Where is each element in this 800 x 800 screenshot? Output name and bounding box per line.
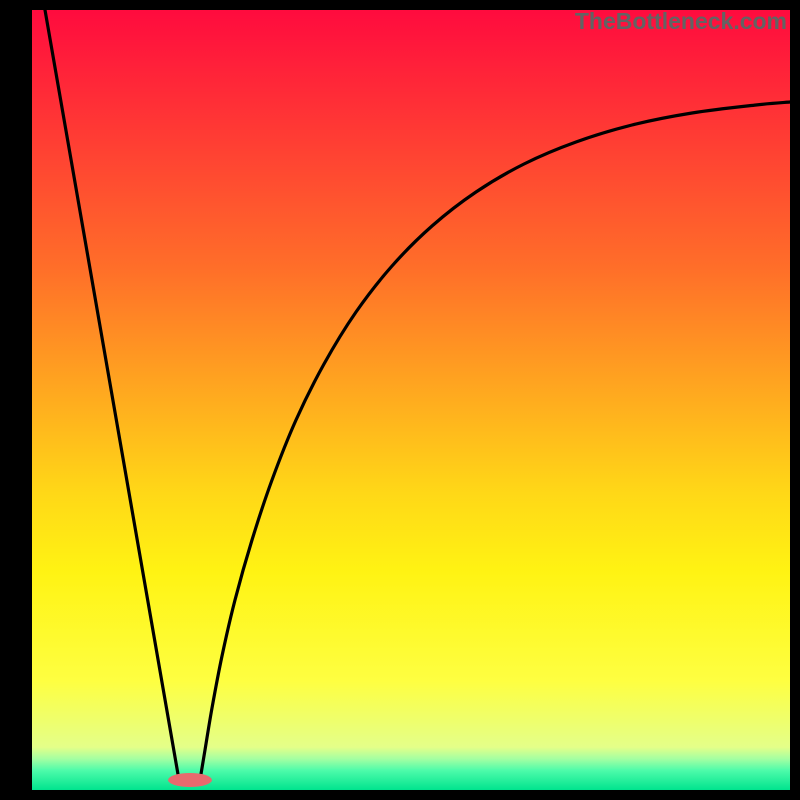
chart-frame: TheBottleneck.com: [0, 0, 800, 800]
right-log-curve: [200, 102, 790, 780]
curve-group: [45, 10, 790, 787]
left-descent-line: [45, 10, 179, 780]
chart-svg: [0, 0, 800, 800]
bottleneck-marker: [168, 773, 212, 787]
watermark-text: TheBottleneck.com: [575, 8, 787, 35]
